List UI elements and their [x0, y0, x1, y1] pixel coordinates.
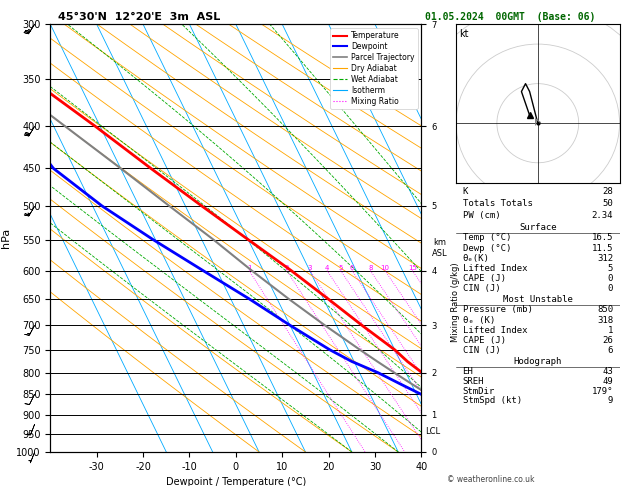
Text: 179°: 179° — [591, 386, 613, 396]
Text: 0: 0 — [608, 284, 613, 293]
Text: 9: 9 — [608, 396, 613, 405]
Text: Dewp (°C): Dewp (°C) — [462, 243, 511, 253]
Text: 11.5: 11.5 — [591, 243, 613, 253]
Text: EH: EH — [462, 367, 473, 376]
Text: Totals Totals: Totals Totals — [462, 199, 532, 208]
Text: 28: 28 — [603, 187, 613, 195]
Y-axis label: km
ASL: km ASL — [431, 238, 447, 258]
Text: 43: 43 — [603, 367, 613, 376]
Text: Most Unstable: Most Unstable — [503, 295, 573, 304]
Text: 6: 6 — [350, 264, 354, 271]
Text: CAPE (J): CAPE (J) — [462, 336, 506, 345]
Text: Lifted Index: Lifted Index — [462, 326, 527, 335]
Text: Pressure (mb): Pressure (mb) — [462, 306, 532, 314]
Text: 0: 0 — [608, 274, 613, 283]
Text: 8: 8 — [368, 264, 372, 271]
Text: CIN (J): CIN (J) — [462, 346, 500, 355]
Text: CIN (J): CIN (J) — [462, 284, 500, 293]
Text: 4: 4 — [325, 264, 329, 271]
Text: θₑ(K): θₑ(K) — [462, 254, 489, 262]
Text: 850: 850 — [597, 306, 613, 314]
Text: StmSpd (kt): StmSpd (kt) — [462, 396, 521, 405]
Text: Lifted Index: Lifted Index — [462, 264, 527, 273]
Legend: Temperature, Dewpoint, Parcel Trajectory, Dry Adiabat, Wet Adiabat, Isotherm, Mi: Temperature, Dewpoint, Parcel Trajectory… — [330, 28, 418, 109]
Text: LCL: LCL — [426, 427, 441, 436]
Text: Temp (°C): Temp (°C) — [462, 233, 511, 243]
Text: SREH: SREH — [462, 377, 484, 386]
Text: 16.5: 16.5 — [591, 233, 613, 243]
Text: Hodograph: Hodograph — [514, 357, 562, 366]
Text: K: K — [462, 187, 468, 195]
Text: 5: 5 — [608, 264, 613, 273]
Text: 49: 49 — [603, 377, 613, 386]
Text: StmDir: StmDir — [462, 386, 495, 396]
Text: Mixing Ratio (g/kg): Mixing Ratio (g/kg) — [451, 262, 460, 342]
Text: 1: 1 — [608, 326, 613, 335]
Text: CAPE (J): CAPE (J) — [462, 274, 506, 283]
Text: 26: 26 — [603, 336, 613, 345]
Text: Surface: Surface — [519, 224, 557, 232]
Text: 10: 10 — [381, 264, 389, 271]
Text: 2.34: 2.34 — [591, 211, 613, 220]
Text: 312: 312 — [597, 254, 613, 262]
X-axis label: Dewpoint / Temperature (°C): Dewpoint / Temperature (°C) — [166, 477, 306, 486]
Text: PW (cm): PW (cm) — [462, 211, 500, 220]
Text: 5: 5 — [338, 264, 343, 271]
Text: 45°30'N  12°20'E  3m  ASL: 45°30'N 12°20'E 3m ASL — [58, 12, 220, 22]
Text: 318: 318 — [597, 315, 613, 325]
Text: kt: kt — [459, 29, 469, 39]
Text: 50: 50 — [603, 199, 613, 208]
Y-axis label: hPa: hPa — [1, 228, 11, 248]
Text: 6: 6 — [608, 346, 613, 355]
Text: 3: 3 — [308, 264, 312, 271]
Text: 01.05.2024  00GMT  (Base: 06): 01.05.2024 00GMT (Base: 06) — [425, 12, 595, 22]
Text: © weatheronline.co.uk: © weatheronline.co.uk — [447, 474, 535, 484]
Text: θₑ (K): θₑ (K) — [462, 315, 495, 325]
Text: 1: 1 — [247, 264, 252, 271]
Text: 15: 15 — [408, 264, 417, 271]
Text: 2: 2 — [284, 264, 289, 271]
